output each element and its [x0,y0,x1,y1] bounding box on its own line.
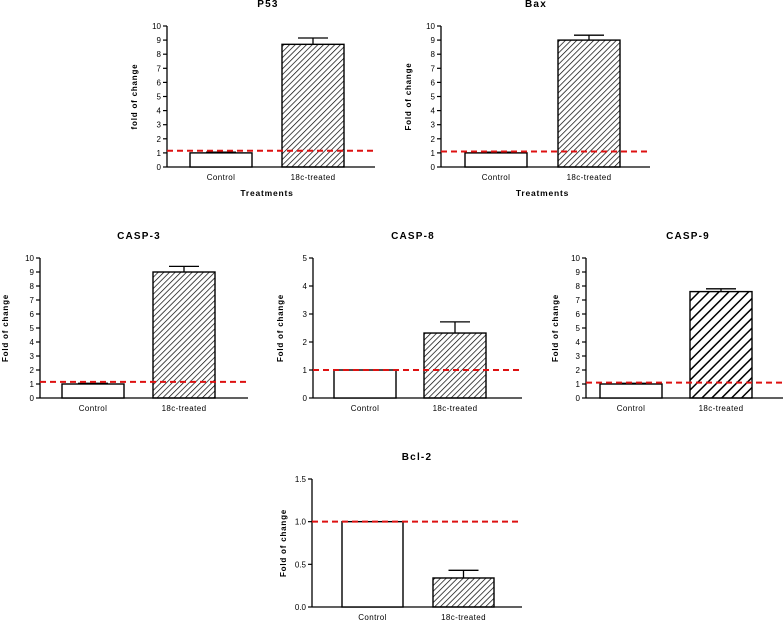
y-tick-label: 5 [303,254,308,263]
y-tick-label: 8 [431,50,436,59]
y-tick-label: 9 [30,268,35,277]
category-label: Control [207,173,236,182]
chart-title: Bcl-2 [402,452,432,463]
y-axis-label: Fold of change [404,62,413,130]
y-tick-label: 2 [431,135,436,144]
y-tick-label: 6 [30,310,35,319]
y-tick-label: 3 [157,121,162,130]
bar-control [341,520,404,608]
y-tick-label: 4 [157,107,162,116]
chart-panel-bcl-2: Bcl-2 0.0 0.5 1.0 1.5 Fold of change Control 18… [279,452,522,622]
category-label: 18c-treated [433,404,478,413]
y-tick-label: 1 [30,380,35,389]
y-tick-label: 4 [576,338,581,347]
bar-18c-treated [689,290,753,399]
x-axis-label: Treatments [240,188,293,198]
y-tick-label: 8 [576,282,581,291]
y-axis-label: Fold of change [551,294,560,362]
category-label: 18c-treated [699,404,744,413]
bar-control [464,152,528,168]
y-tick-label: 7 [431,64,436,73]
y-tick-label: 6 [431,78,436,87]
y-tick-label: 9 [157,36,162,45]
y-tick-label: 4 [30,338,35,347]
bar-control [599,383,663,399]
chart-panel-casp-8: CASP-8 0 1 2 3 4 5 Fold of change Control 18c-tre… [276,231,522,413]
chart-title: P53 [257,0,278,10]
y-tick-label: 3 [431,121,436,130]
y-tick-label: 2 [576,366,581,375]
y-tick-label: 7 [576,296,581,305]
y-tick-label: 9 [576,268,581,277]
category-label: Control [358,613,387,622]
y-tick-label: 10 [426,22,435,31]
category-label: 18c-treated [291,173,336,182]
y-tick-label: 2 [157,135,162,144]
y-tick-label: 1.5 [295,475,307,484]
y-tick-label: 3 [303,310,308,319]
y-tick-label: 0.0 [295,603,307,612]
y-tick-label: 8 [157,50,162,59]
y-tick-label: 4 [431,107,436,116]
category-label: 18c-treated [567,173,612,182]
y-tick-label: 2 [30,366,35,375]
chart-title: CASP-3 [117,231,161,242]
y-tick-label: 5 [576,324,581,333]
bar-18c-treated [557,39,621,168]
y-tick-label: 3 [30,352,35,361]
bar-18c-treated [423,332,487,399]
y-tick-label: 1 [303,366,308,375]
y-axis-label: Fold of change [276,294,285,362]
y-tick-label: 5 [431,93,436,102]
chart-title: CASP-8 [391,231,435,242]
y-tick-label: 0.5 [295,560,307,569]
y-tick-label: 1 [576,380,581,389]
y-tick-label: 3 [576,352,581,361]
y-tick-label: 0 [431,163,436,172]
y-tick-label: 5 [157,93,162,102]
y-tick-label: 10 [571,254,580,263]
y-tick-label: 6 [576,310,581,319]
y-tick-label: 7 [30,296,35,305]
y-tick-label: 0 [303,394,308,403]
chart-panel-bax: Bax 0 1 2 3 4 5 6 7 8 9 10 Fold of change Control 18c-… [404,0,650,198]
chart-title: CASP-9 [666,231,710,242]
bar-control [333,369,397,399]
chart-title: Bax [525,0,547,10]
y-tick-label: 6 [157,78,162,87]
y-tick-label: 7 [157,64,162,73]
y-tick-label: 1.0 [295,518,307,527]
y-tick-label: 1 [431,149,436,158]
bar-18c-treated [281,43,345,168]
category-label: 18c-treated [162,404,207,413]
y-tick-label: 4 [303,282,308,291]
bar-control [189,152,253,168]
category-label: Control [617,404,646,413]
y-axis-label: Fold of change [279,509,288,577]
y-tick-label: 0 [30,394,35,403]
bar-control [61,383,125,399]
y-tick-label: 10 [152,22,161,31]
category-label: Control [79,404,108,413]
x-axis-label: Treatments [516,188,569,198]
y-axis-label: Fold of change [1,294,10,362]
chart-panel-casp-3: CASP-3 0 1 2 3 4 5 6 7 8 9 10 Fold of change Control 1… [1,231,248,413]
chart-panel-casp-9: CASP-9 0 1 2 3 4 5 6 7 8 9 10 Fold of change Control 1… [551,231,783,413]
y-tick-label: 10 [25,254,34,263]
y-tick-label: 0 [576,394,581,403]
y-tick-label: 9 [431,36,436,45]
y-axis-label: fold of change [130,64,139,130]
chart-panel-p53: P53 0 1 2 3 4 5 6 7 8 9 10 fold of change Control 18c-… [130,0,375,198]
bar-18c-treated [152,271,216,399]
y-tick-label: 5 [30,324,35,333]
y-tick-label: 2 [303,338,308,347]
bar-18c-treated [432,577,495,608]
y-tick-label: 0 [157,163,162,172]
y-tick-label: 8 [30,282,35,291]
category-label: Control [482,173,511,182]
y-tick-label: 1 [157,149,162,158]
category-label: 18c-treated [441,613,486,622]
category-label: Control [351,404,380,413]
